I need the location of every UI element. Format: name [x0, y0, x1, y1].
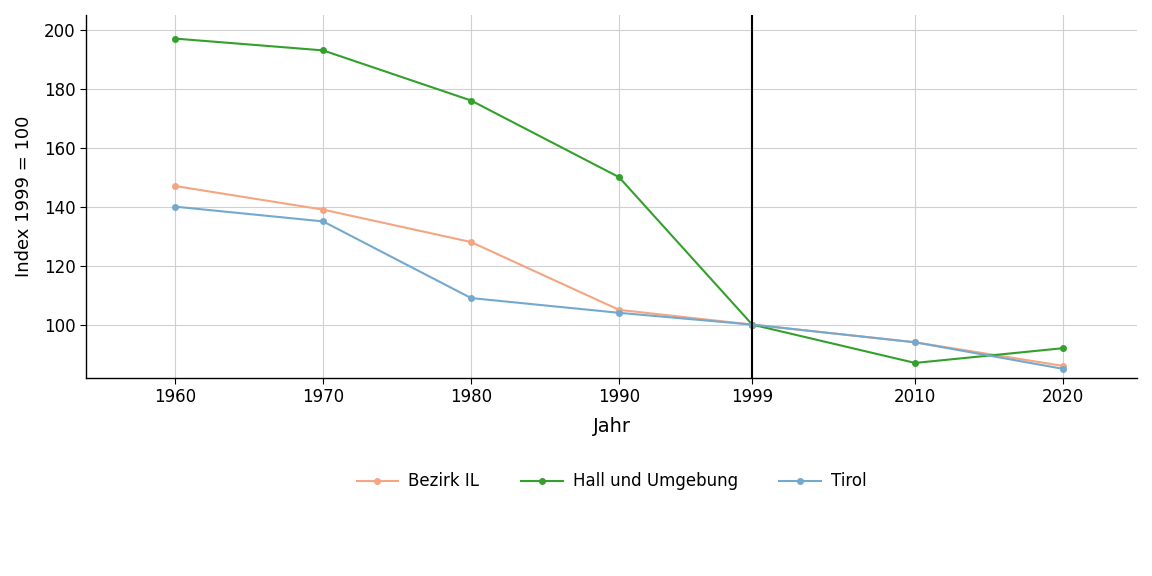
Hall und Umgebung [464, 97, 478, 104]
Hall und Umgebung [612, 174, 626, 181]
Bezirk IL [612, 306, 626, 313]
Bezirk IL [1056, 362, 1070, 369]
Tirol [464, 294, 478, 301]
Tirol [168, 203, 182, 210]
Bezirk IL [908, 339, 922, 346]
Bezirk IL [168, 183, 182, 190]
Hall und Umgebung [908, 359, 922, 366]
Bezirk IL [745, 321, 759, 328]
Hall und Umgebung [316, 47, 329, 54]
Bezirk IL [464, 238, 478, 245]
Line: Hall und Umgebung: Hall und Umgebung [173, 36, 1066, 366]
Tirol [908, 339, 922, 346]
Hall und Umgebung [168, 35, 182, 42]
Line: Tirol: Tirol [173, 204, 1066, 372]
Tirol [612, 309, 626, 316]
Hall und Umgebung [745, 321, 759, 328]
X-axis label: Jahr: Jahr [592, 417, 630, 436]
Line: Bezirk IL: Bezirk IL [173, 183, 1066, 369]
Bezirk IL [316, 206, 329, 213]
Hall und Umgebung [1056, 345, 1070, 352]
Y-axis label: Index 1999 = 100: Index 1999 = 100 [15, 116, 33, 277]
Tirol [745, 321, 759, 328]
Tirol [316, 218, 329, 225]
Legend: Bezirk IL, Hall und Umgebung, Tirol: Bezirk IL, Hall und Umgebung, Tirol [350, 466, 873, 497]
Tirol [1056, 365, 1070, 372]
